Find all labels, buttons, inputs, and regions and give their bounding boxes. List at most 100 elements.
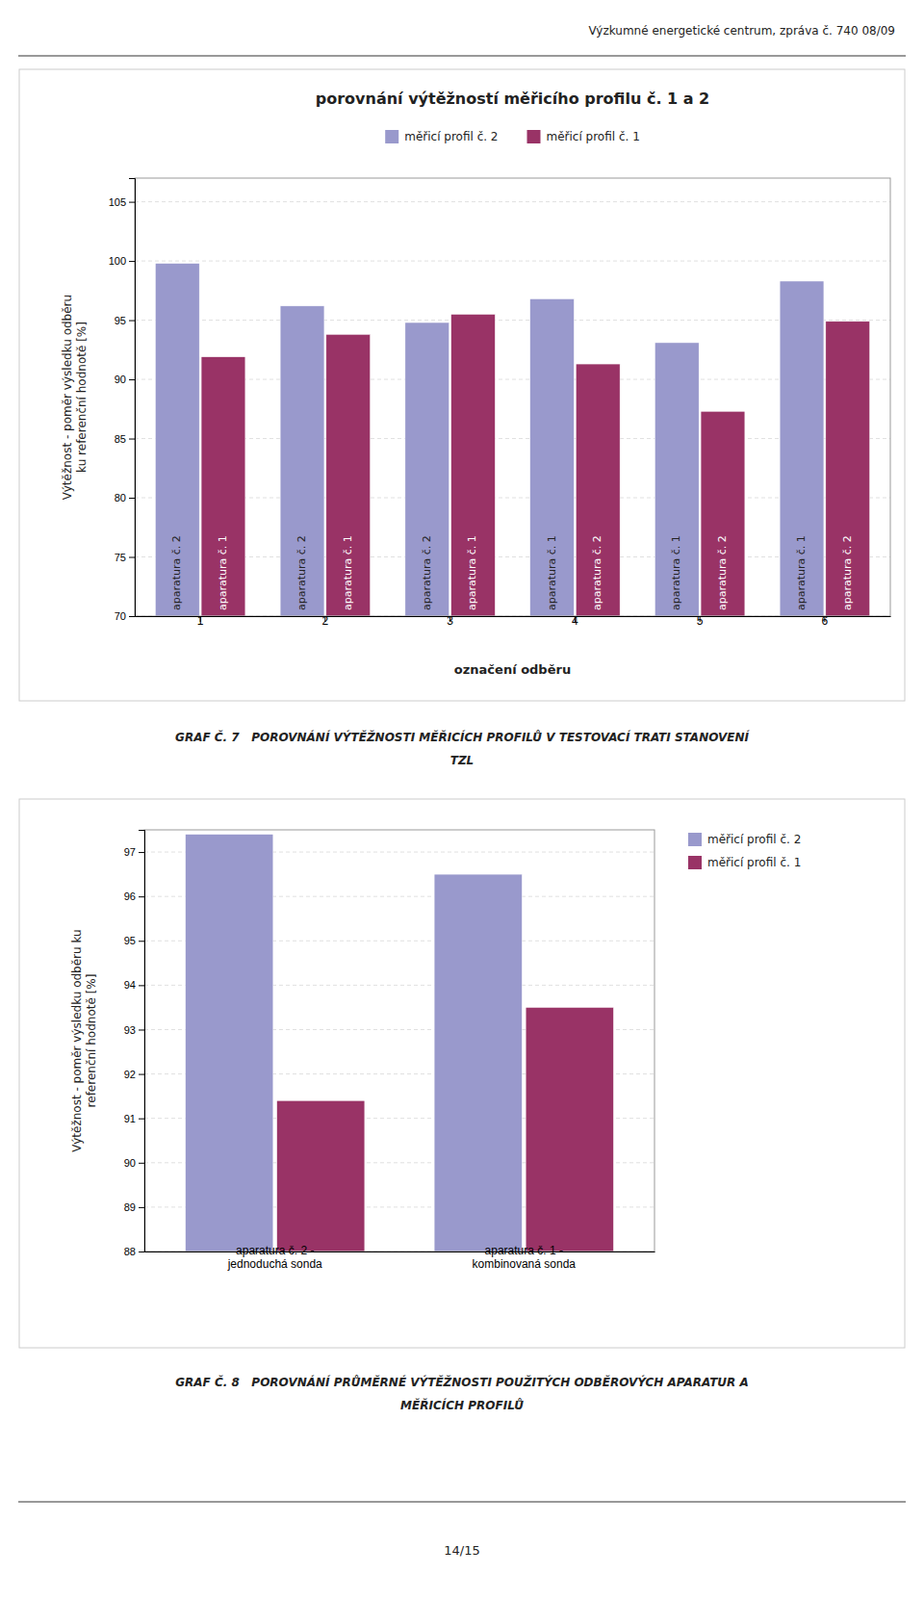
caption: GRAF Č. 7 POROVNÁNÍ VÝTĚŽNOSTI MĚŘICÍCH … [175,729,750,745]
series [201,313,871,616]
text-line: 1 [197,614,205,628]
text-line: 2 [322,614,330,628]
y-tick-label: 105 [108,196,127,208]
text-line: jednoduchá sonda [227,1257,323,1271]
bar-label: aparatura č. 2 [716,535,729,611]
y-tick-label: 91 [124,1112,136,1125]
y-tick-label: 96 [124,890,136,902]
text-line: 5 [696,614,704,628]
bar [575,363,620,616]
bar [154,263,200,616]
x-tick: aparatura č. 1 -kombinovaná sonda [472,1243,577,1271]
legend-item: měřicí profil č. 2 [688,832,801,847]
y-tick-label: 80 [114,491,127,504]
x-tick: 1 [197,614,205,628]
x-tick: 3 [446,614,454,628]
y-tick-label: 88 [124,1245,136,1258]
y-tick: 75 [114,551,135,564]
y-tick: 90 [114,373,135,385]
y-tick-mark [138,1118,145,1120]
y-tick-label: 85 [114,433,127,445]
y-tick-label: 95 [114,314,127,327]
page: Výzkumné energetické centrum, zpráva č. … [0,0,924,1600]
bar [434,873,522,1252]
y-axis-title: Výtěžnost - poměr výsledku odběru kurefe… [70,928,99,1152]
caption: GRAF Č. 8 POROVNÁNÍ PRŮMĚRNÉ VÝTĚŽNOSTI … [175,1374,749,1389]
y-tick: 95 [124,934,145,947]
x-tick-label: 3 [446,614,454,628]
grid-line [134,497,891,499]
series [154,263,824,616]
legend: měřicí profil č. 2měřicí profil č. 1 [385,129,641,144]
y-tick-label: 95 [124,934,136,947]
y-tick-label: 93 [124,1023,136,1035]
bar [326,333,371,616]
grid-line [134,379,891,381]
bar [280,306,325,616]
y-tick-mark [138,1074,145,1076]
y-tick-mark [138,851,145,853]
x-tick-label: aparatura č. 1 -kombinovaná sonda [472,1243,577,1271]
y-tick-mark [138,1206,145,1208]
text-line: Výtěžnost - poměr výsledku odběru [60,294,75,500]
text-line: ku referenční hodnotě [%] [75,321,89,473]
y-tick-label: 97 [124,846,136,858]
text-line: kombinovaná sonda [472,1257,577,1271]
y-tick: 80 [114,491,135,504]
y-tick: 105 [108,196,135,208]
y-tick-mark [138,940,145,942]
y-axis-line [128,179,136,617]
text-line: 4 [571,614,579,628]
bars [154,263,870,616]
y-tick: 100 [108,255,135,267]
y-tick: 91 [124,1112,145,1125]
x-tick-label: 1 [197,614,205,628]
footer-rule [18,1501,906,1503]
panel [19,69,905,701]
legend-swatch [688,832,702,847]
text-line: Výtěžnost - poměr výsledku odběru ku [70,928,84,1152]
bar-label: aparatura č. 1 [795,535,808,611]
legend-label: měřicí profil č. 2 [404,129,498,144]
bar-label: aparatura č. 1 [341,535,355,611]
grid-line [134,437,891,439]
bar-label: aparatura č. 2 [295,535,308,611]
y-tick: 90 [124,1156,145,1169]
x-tick-label: 4 [571,614,579,628]
y-tick-mark [138,896,145,898]
legend-item: měřicí profil č. 2 [385,129,498,144]
bar-labels: aparatura č. 2 aparatura č. 2 aparatura č.… [170,535,853,611]
y-tick: 95 [114,314,135,327]
grid-line [134,556,891,558]
y-tick-mark [128,616,135,617]
y-tick-mark [128,260,135,262]
plot-frame [144,829,655,1252]
y-tick: 70 [114,610,135,622]
y-axis-line [138,830,146,1253]
y-tick: 93 [124,1023,145,1035]
grid [134,202,891,616]
caption: MĚŘICÍCH PROFILŮ [400,1397,524,1412]
series [277,1006,615,1252]
y-tick-label: 70 [114,610,127,622]
text-line: aparatura č. 2 - [235,1243,314,1258]
grid-line [134,201,891,203]
y-tick-mark [128,438,135,440]
chart: aparatura č. 2 aparatura č. 2 aparatura č.… [19,69,905,701]
text-line: 6 [821,614,829,628]
x-tick: aparatura č. 2 -jednoduchá sonda [227,1243,323,1271]
y-tick: 92 [124,1068,145,1080]
y-tick-label: 89 [124,1201,136,1213]
bar-label: aparatura č. 2 [420,535,434,611]
y-tick: 85 [114,433,135,445]
grid-line [134,319,891,321]
x-axis-title: označení odběru [454,662,571,677]
x-tick-label: aparatura č. 2 -jednoduchá sonda [227,1243,323,1271]
header-text: Výzkumné energetické centrum, zpráva č. … [588,24,896,38]
bar-label: aparatura č. 2 [170,535,183,611]
y-tick-mark [138,1162,145,1164]
grid-line [134,260,891,262]
x-tick-label: 2 [322,614,330,628]
legend: měřicí profil č. 2měřicí profil č. 1 [688,832,801,870]
y-tick-label: 90 [114,373,127,385]
